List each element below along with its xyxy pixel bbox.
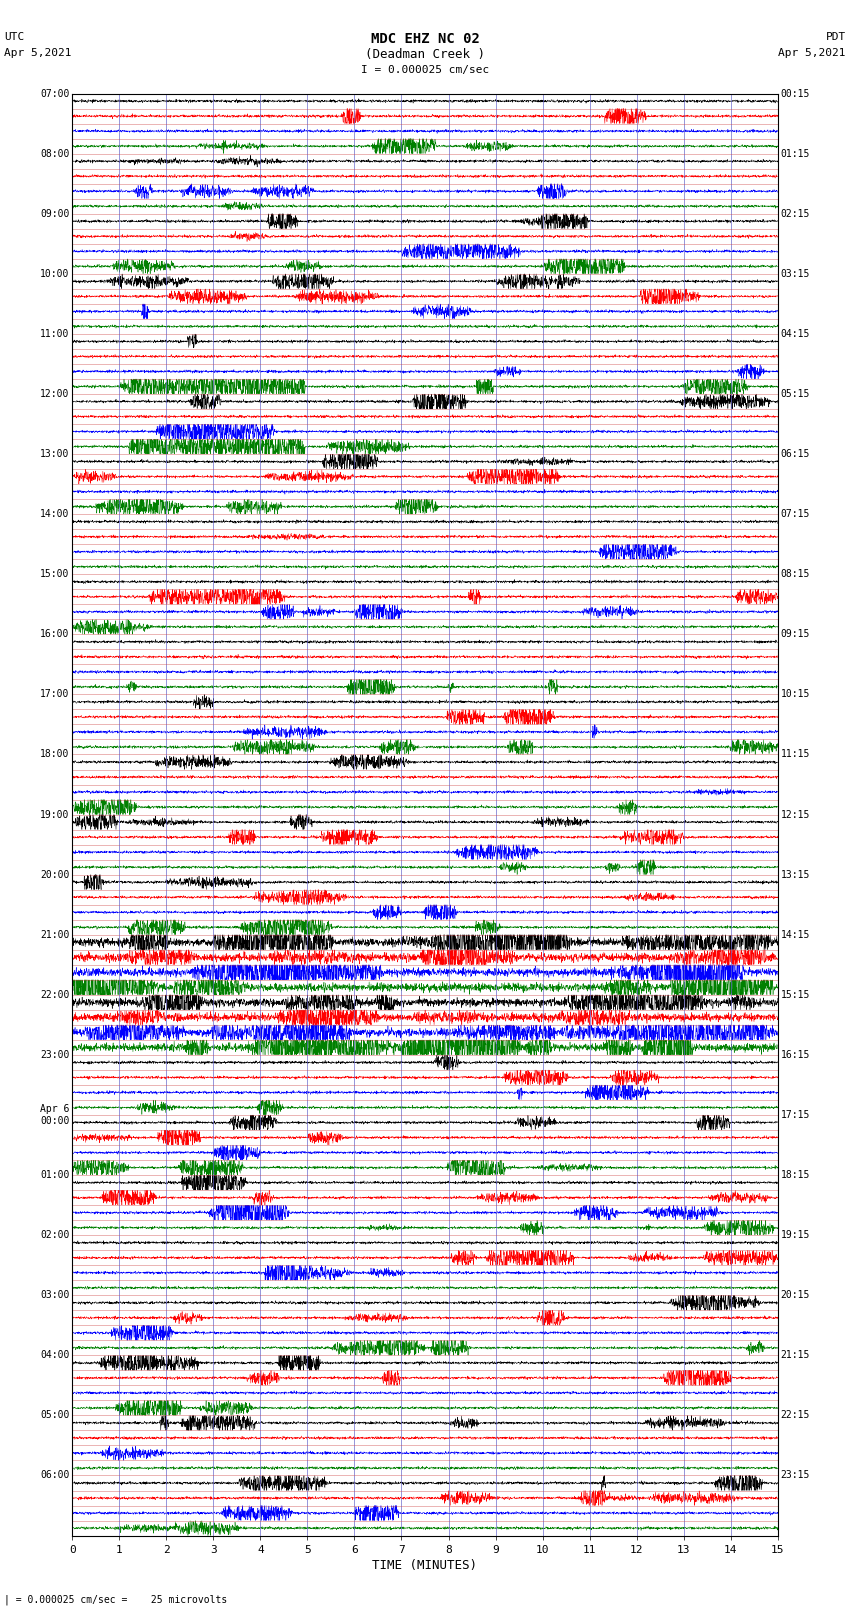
Text: 02:00: 02:00: [40, 1231, 70, 1240]
Text: Apr 5,2021: Apr 5,2021: [4, 48, 71, 58]
Text: 10:00: 10:00: [40, 269, 70, 279]
Text: 21:15: 21:15: [780, 1350, 810, 1360]
Text: 05:00: 05:00: [40, 1410, 70, 1421]
Text: 20:15: 20:15: [780, 1290, 810, 1300]
Text: 14:00: 14:00: [40, 510, 70, 519]
Text: 18:15: 18:15: [780, 1169, 810, 1181]
Text: 02:15: 02:15: [780, 208, 810, 219]
Text: 04:00: 04:00: [40, 1350, 70, 1360]
Text: 09:15: 09:15: [780, 629, 810, 639]
Text: 19:00: 19:00: [40, 810, 70, 819]
Text: 07:00: 07:00: [40, 89, 70, 98]
Text: 05:15: 05:15: [780, 389, 810, 398]
Text: 19:15: 19:15: [780, 1231, 810, 1240]
Text: 06:15: 06:15: [780, 448, 810, 460]
Text: 03:00: 03:00: [40, 1290, 70, 1300]
Text: 13:15: 13:15: [780, 869, 810, 879]
Text: 15:15: 15:15: [780, 990, 810, 1000]
Text: Apr 6
00:00: Apr 6 00:00: [40, 1105, 70, 1126]
Text: 18:00: 18:00: [40, 750, 70, 760]
Text: 20:00: 20:00: [40, 869, 70, 879]
Text: 23:15: 23:15: [780, 1471, 810, 1481]
Text: 12:15: 12:15: [780, 810, 810, 819]
Text: MDC EHZ NC 02: MDC EHZ NC 02: [371, 32, 479, 47]
Text: 01:00: 01:00: [40, 1169, 70, 1181]
Text: PDT: PDT: [825, 32, 846, 42]
Text: 23:00: 23:00: [40, 1050, 70, 1060]
Text: 13:00: 13:00: [40, 448, 70, 460]
Text: 17:15: 17:15: [780, 1110, 810, 1119]
Text: 03:15: 03:15: [780, 269, 810, 279]
Text: 16:00: 16:00: [40, 629, 70, 639]
Text: I = 0.000025 cm/sec: I = 0.000025 cm/sec: [361, 65, 489, 74]
Text: 01:15: 01:15: [780, 148, 810, 158]
Text: 11:00: 11:00: [40, 329, 70, 339]
X-axis label: TIME (MINUTES): TIME (MINUTES): [372, 1558, 478, 1571]
Text: 12:00: 12:00: [40, 389, 70, 398]
Text: UTC: UTC: [4, 32, 25, 42]
Text: 15:00: 15:00: [40, 569, 70, 579]
Text: 08:15: 08:15: [780, 569, 810, 579]
Text: 11:15: 11:15: [780, 750, 810, 760]
Text: 09:00: 09:00: [40, 208, 70, 219]
Text: 17:00: 17:00: [40, 689, 70, 700]
Text: 00:15: 00:15: [780, 89, 810, 98]
Text: 04:15: 04:15: [780, 329, 810, 339]
Text: 10:15: 10:15: [780, 689, 810, 700]
Text: (Deadman Creek ): (Deadman Creek ): [365, 48, 485, 61]
Text: Apr 5,2021: Apr 5,2021: [779, 48, 846, 58]
Text: 14:15: 14:15: [780, 929, 810, 940]
Text: 06:00: 06:00: [40, 1471, 70, 1481]
Text: 08:00: 08:00: [40, 148, 70, 158]
Text: 07:15: 07:15: [780, 510, 810, 519]
Text: 16:15: 16:15: [780, 1050, 810, 1060]
Text: 21:00: 21:00: [40, 929, 70, 940]
Text: | = 0.000025 cm/sec =    25 microvolts: | = 0.000025 cm/sec = 25 microvolts: [4, 1594, 228, 1605]
Text: 22:00: 22:00: [40, 990, 70, 1000]
Text: 22:15: 22:15: [780, 1410, 810, 1421]
